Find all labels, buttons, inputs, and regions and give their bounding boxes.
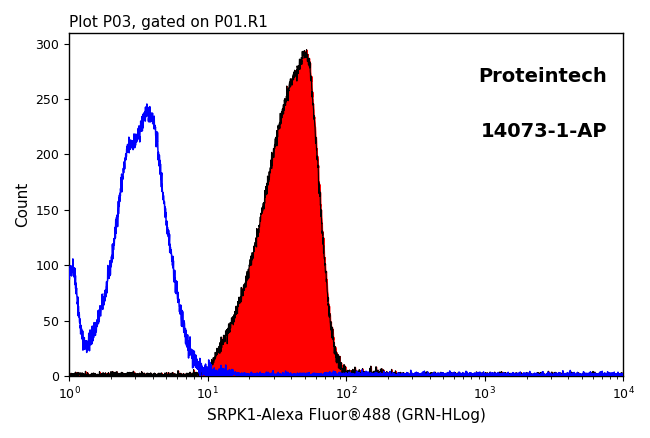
Y-axis label: Count: Count bbox=[15, 182, 30, 227]
Text: Proteintech: Proteintech bbox=[478, 67, 607, 86]
X-axis label: SRPK1-Alexa Fluor®488 (GRN-HLog): SRPK1-Alexa Fluor®488 (GRN-HLog) bbox=[207, 408, 486, 423]
Text: 14073-1-AP: 14073-1-AP bbox=[480, 122, 607, 141]
Text: Plot P03, gated on P01.R1: Plot P03, gated on P01.R1 bbox=[69, 15, 268, 30]
